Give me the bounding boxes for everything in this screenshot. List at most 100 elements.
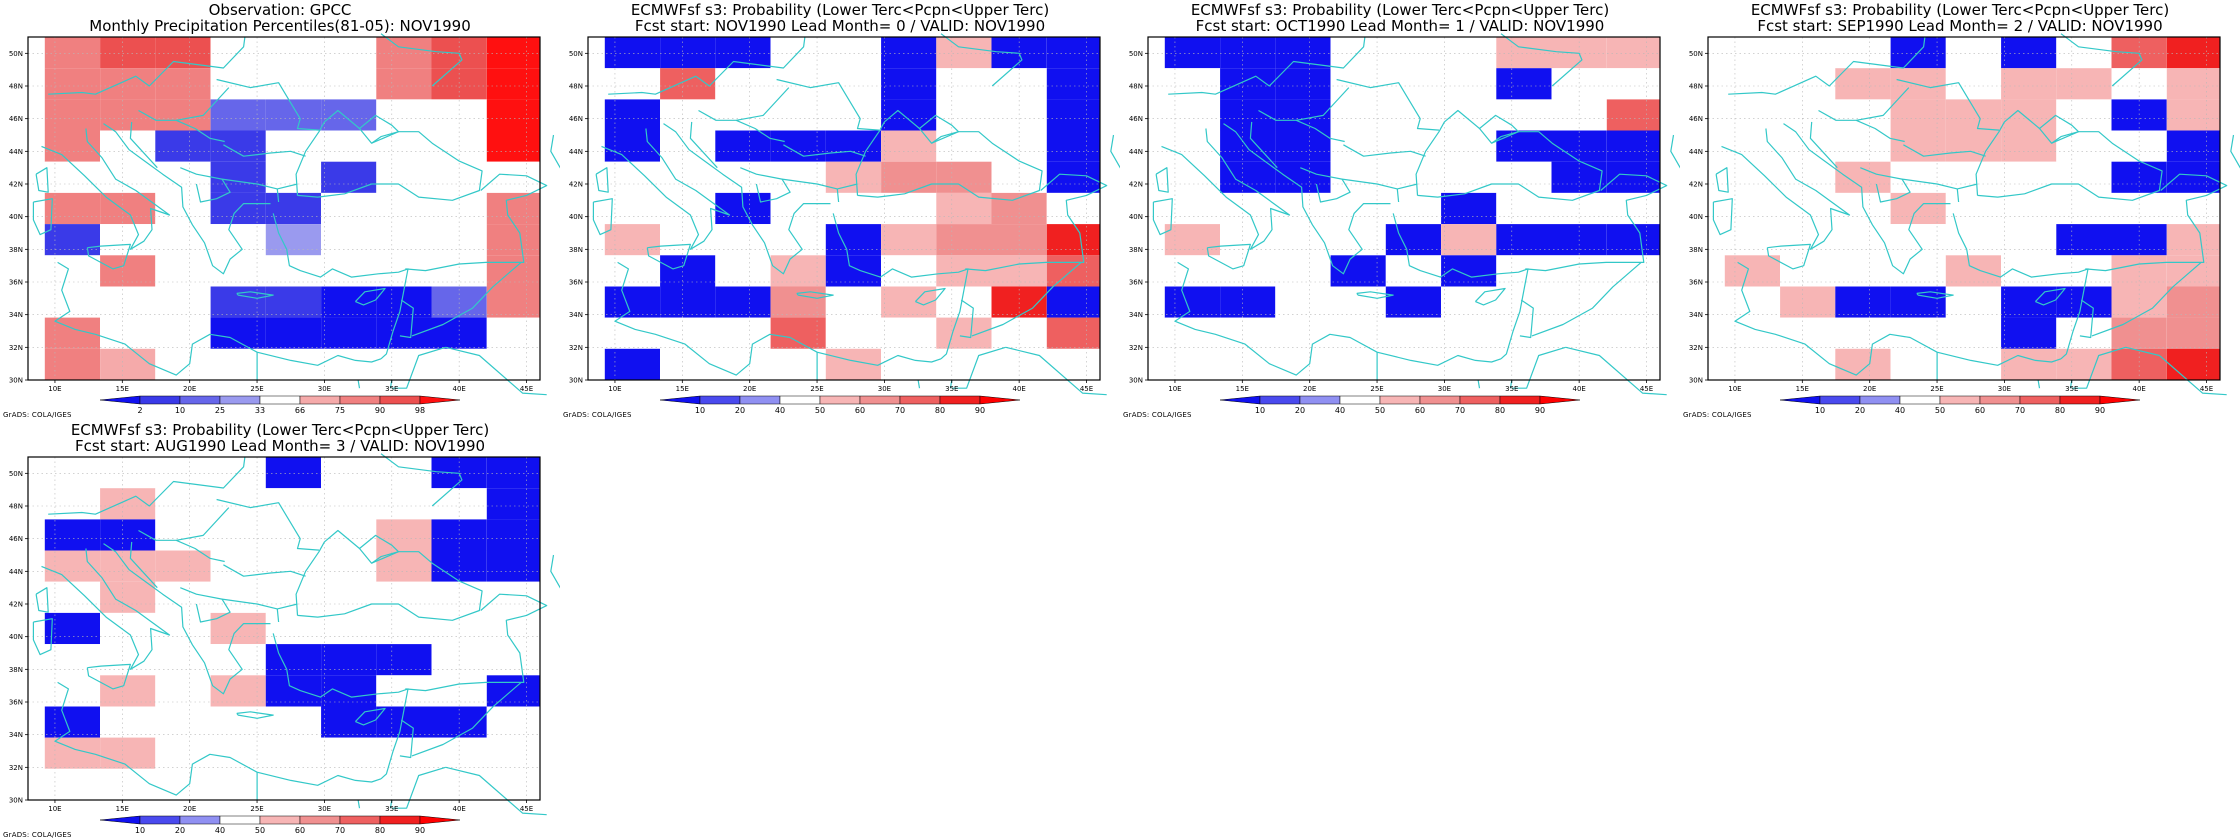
grid-cell xyxy=(1385,255,1441,287)
grid-cell xyxy=(2166,224,2220,256)
coastline xyxy=(357,799,361,809)
grid-cell xyxy=(1945,192,2001,225)
grid-cell xyxy=(1046,317,1100,349)
grid-cell xyxy=(2001,99,2057,131)
coastline xyxy=(601,128,731,250)
grid-cell xyxy=(486,612,540,645)
colorbar-label: 90 xyxy=(375,406,385,415)
colorbar-label: 60 xyxy=(295,826,305,835)
lat-tick-label: 30N xyxy=(9,797,23,805)
grid-cell xyxy=(155,161,211,193)
lon-tick-label: 15E xyxy=(116,385,129,393)
grid-cell xyxy=(825,130,881,162)
coastline xyxy=(236,711,274,719)
colorbar-label: 60 xyxy=(855,406,865,415)
grid-cell xyxy=(1220,37,1276,69)
grid-cell xyxy=(1945,99,2001,131)
grid-cell xyxy=(1724,286,1780,318)
lon-tick-label: 45E xyxy=(1640,385,1653,393)
grid-cell xyxy=(770,68,826,100)
map-canvas: 10E 15E 20E 25E 30E 35E 40E 45E 30N 32N 34N 36N 38N 4… xyxy=(1129,33,1680,415)
coastline xyxy=(129,541,158,589)
grid-cell xyxy=(604,255,660,287)
colorbar-swatch xyxy=(739,395,781,405)
lat-tick-label: 38N xyxy=(1129,246,1143,254)
grid-cell xyxy=(1724,224,1780,256)
colorbar-swatch xyxy=(1899,395,1941,405)
grid-cell xyxy=(1385,224,1441,256)
grid-cell xyxy=(44,581,100,613)
grid-cell xyxy=(265,612,321,645)
grid-cell xyxy=(1220,161,1276,193)
grid-cell xyxy=(1724,99,1780,131)
colorbar-swatch xyxy=(299,815,341,825)
coastline xyxy=(1206,243,1251,270)
colorbar-swatch xyxy=(179,815,221,825)
grid-cell xyxy=(321,488,377,520)
grid-cell xyxy=(936,348,992,380)
lat-tick-label: 30N xyxy=(9,377,23,385)
coastline xyxy=(86,243,131,270)
grid-cell xyxy=(936,317,992,349)
grid-cell xyxy=(1385,161,1441,193)
grid-cell xyxy=(1780,224,1836,256)
grid-cell xyxy=(321,192,377,225)
grid-cell xyxy=(2166,99,2220,131)
grid-cell xyxy=(100,286,156,318)
colorbar-label: 75 xyxy=(335,406,345,415)
coastline xyxy=(86,663,131,690)
coastline xyxy=(1511,346,1566,389)
coastline xyxy=(2091,261,2202,337)
grid-cell xyxy=(1275,68,1331,100)
grid-cell xyxy=(1385,286,1441,318)
lon-tick-label: 15E xyxy=(116,805,129,813)
grid-cell xyxy=(1220,224,1276,256)
grid-cell xyxy=(1835,37,1891,69)
lat-tick-label: 44N xyxy=(569,148,583,156)
grid-cell xyxy=(265,317,321,349)
coastline xyxy=(2037,379,2041,389)
lat-tick-label: 38N xyxy=(569,246,583,254)
grid-cell xyxy=(1164,224,1220,256)
colorbar-label: 70 xyxy=(335,826,345,835)
grid-cell xyxy=(265,737,321,769)
grid-cell xyxy=(2056,99,2112,131)
grid-cell xyxy=(44,644,100,676)
coastline xyxy=(2039,114,2080,144)
colorbar-label: 40 xyxy=(775,406,785,415)
grid-cell xyxy=(715,130,771,162)
coastline xyxy=(965,173,1108,272)
coastline xyxy=(1356,291,1394,299)
coastline xyxy=(951,346,1006,389)
grid-cell xyxy=(321,612,377,645)
grid-cell xyxy=(1441,68,1497,100)
grid-cell xyxy=(1724,37,1780,69)
grid-cell xyxy=(486,550,540,582)
lon-tick-label: 35E xyxy=(2065,385,2078,393)
colorbar-swatch xyxy=(419,395,461,405)
grid-cell xyxy=(825,317,881,349)
lon-tick-label: 20E xyxy=(183,385,196,393)
lon-tick-label: 25E xyxy=(1930,385,1943,393)
colorbar-label: 10 xyxy=(695,406,705,415)
colorbar-label: 70 xyxy=(2015,406,2025,415)
colorbar-swatch xyxy=(859,395,901,405)
colorbar-label: 40 xyxy=(1895,406,1905,415)
coastline xyxy=(1005,346,1107,396)
grid-cell xyxy=(1496,192,1552,225)
colorbar-swatch xyxy=(1379,395,1421,405)
coastline xyxy=(175,119,225,143)
grid-cell xyxy=(1330,68,1386,100)
coastline xyxy=(1721,128,1851,250)
lat-tick-label: 40N xyxy=(569,213,583,221)
grid-cell xyxy=(1606,161,1660,193)
grid-cell xyxy=(1724,192,1780,225)
grid-cell xyxy=(660,255,716,287)
grid-cell xyxy=(1606,37,1660,69)
coastline xyxy=(411,681,522,757)
grid-cell xyxy=(1890,161,1946,193)
grid-cell xyxy=(321,519,377,551)
grid-cell xyxy=(1275,99,1331,131)
lat-tick-label: 36N xyxy=(1129,279,1143,287)
grid-cell xyxy=(715,37,771,69)
